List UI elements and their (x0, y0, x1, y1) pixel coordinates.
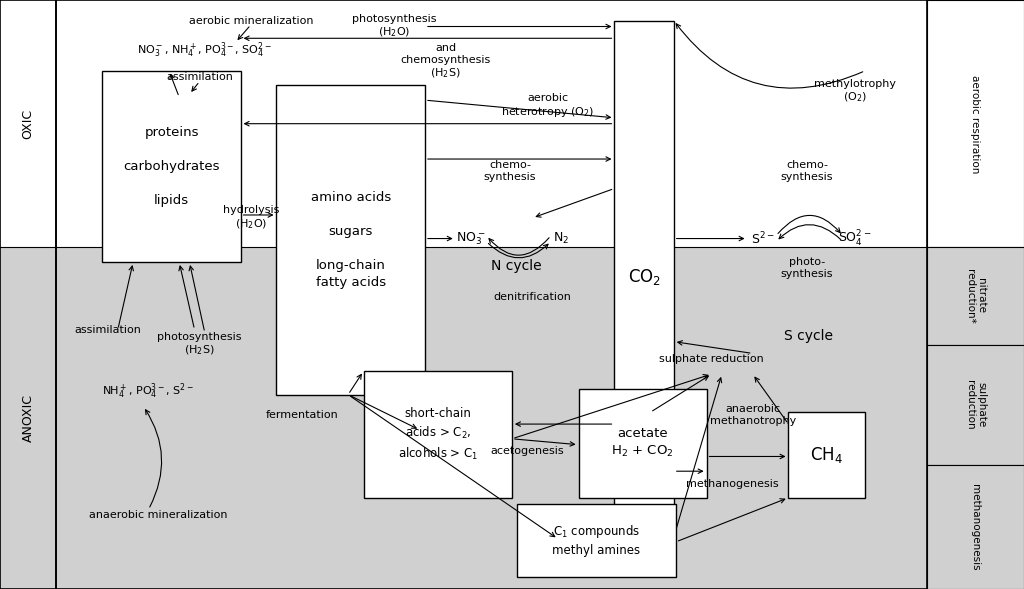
Bar (579, 389, 707, 498)
Bar (56, 0, 927, 247)
Text: NO$_3^-$: NO$_3^-$ (457, 230, 485, 247)
Bar (0, 0, 56, 589)
Text: short-chain
acids > C$_2$,
alcohols > C$_1$: short-chain acids > C$_2$, alcohols > C$… (397, 407, 478, 462)
Text: sulphate reduction: sulphate reduction (659, 355, 764, 364)
Text: denitrification: denitrification (494, 293, 571, 302)
Text: aerobic respiration: aerobic respiration (971, 74, 980, 173)
Text: S$^{2-}$: S$^{2-}$ (751, 230, 775, 247)
Text: NO$_3^-$, NH$_4^+$, PO$_4^{3-}$, SO$_4^{2-}$: NO$_3^-$, NH$_4^+$, PO$_4^{3-}$, SO$_4^{… (137, 40, 272, 60)
Text: proteins

carbohydrates

lipids: proteins carbohydrates lipids (123, 126, 220, 207)
Text: ANOXIC: ANOXIC (22, 394, 35, 442)
Bar (927, 0, 1024, 247)
Text: methylotrophy
(O$_2$): methylotrophy (O$_2$) (814, 78, 896, 104)
Text: anaerobic mineralization: anaerobic mineralization (89, 511, 228, 520)
Text: fermentation: fermentation (265, 411, 339, 420)
Text: nitrate
reduction*: nitrate reduction* (965, 269, 986, 323)
Bar (788, 412, 865, 498)
Text: chemo-
synthesis: chemo- synthesis (483, 160, 537, 181)
Text: CO$_2$: CO$_2$ (628, 267, 660, 287)
Bar (56, 0, 927, 589)
Text: CH$_4$: CH$_4$ (810, 445, 844, 465)
Text: photosynthesis
(H$_2$S): photosynthesis (H$_2$S) (158, 332, 242, 358)
Text: SO$_4^{2-}$: SO$_4^{2-}$ (839, 229, 871, 249)
Bar (927, 465, 1024, 589)
Text: amino acids

sugars

long-chain
fatty acids: amino acids sugars long-chain fatty acid… (310, 191, 391, 289)
Text: photo-
synthesis: photo- synthesis (780, 257, 834, 279)
Text: methanogenesis: methanogenesis (971, 484, 980, 571)
Text: photosynthesis
(H$_2$O): photosynthesis (H$_2$O) (352, 14, 436, 39)
Bar (517, 504, 676, 577)
Text: aerobic
heterotropy (O$_2$): aerobic heterotropy (O$_2$) (501, 93, 595, 119)
Text: methanogenesis: methanogenesis (686, 479, 778, 489)
Bar (56, 247, 927, 589)
Text: acetate
H$_2$ + CO$_2$: acetate H$_2$ + CO$_2$ (611, 427, 674, 459)
Text: S cycle: S cycle (784, 329, 834, 343)
Text: assimilation: assimilation (166, 72, 233, 81)
Text: anaerobic
methanotrophy: anaerobic methanotrophy (710, 405, 796, 426)
Text: hydrolysis
(H$_2$O): hydrolysis (H$_2$O) (222, 205, 280, 231)
Text: NH$_4^+$, PO$_4^{3-}$, S$^{2-}$: NH$_4^+$, PO$_4^{3-}$, S$^{2-}$ (102, 382, 195, 402)
Text: N$_2$: N$_2$ (553, 231, 569, 246)
Text: acetogenesis: acetogenesis (490, 446, 564, 455)
Bar (614, 21, 674, 533)
Text: C$_1$ compounds
methyl amines: C$_1$ compounds methyl amines (552, 524, 641, 557)
Text: aerobic mineralization: aerobic mineralization (188, 16, 313, 25)
Bar (0, 247, 56, 589)
Text: assimilation: assimilation (74, 325, 141, 335)
Bar (102, 71, 241, 262)
Text: and
chemosynthesis
(H$_2$S): and chemosynthesis (H$_2$S) (400, 43, 490, 81)
Bar (364, 371, 512, 498)
Bar (276, 85, 425, 395)
Bar (927, 345, 1024, 465)
Bar (0, 0, 56, 247)
Text: OXIC: OXIC (22, 108, 35, 139)
Bar (927, 247, 1024, 345)
Text: N cycle: N cycle (490, 259, 542, 273)
Text: sulphate
reduction: sulphate reduction (965, 380, 986, 430)
Text: chemo-
synthesis: chemo- synthesis (780, 160, 834, 181)
